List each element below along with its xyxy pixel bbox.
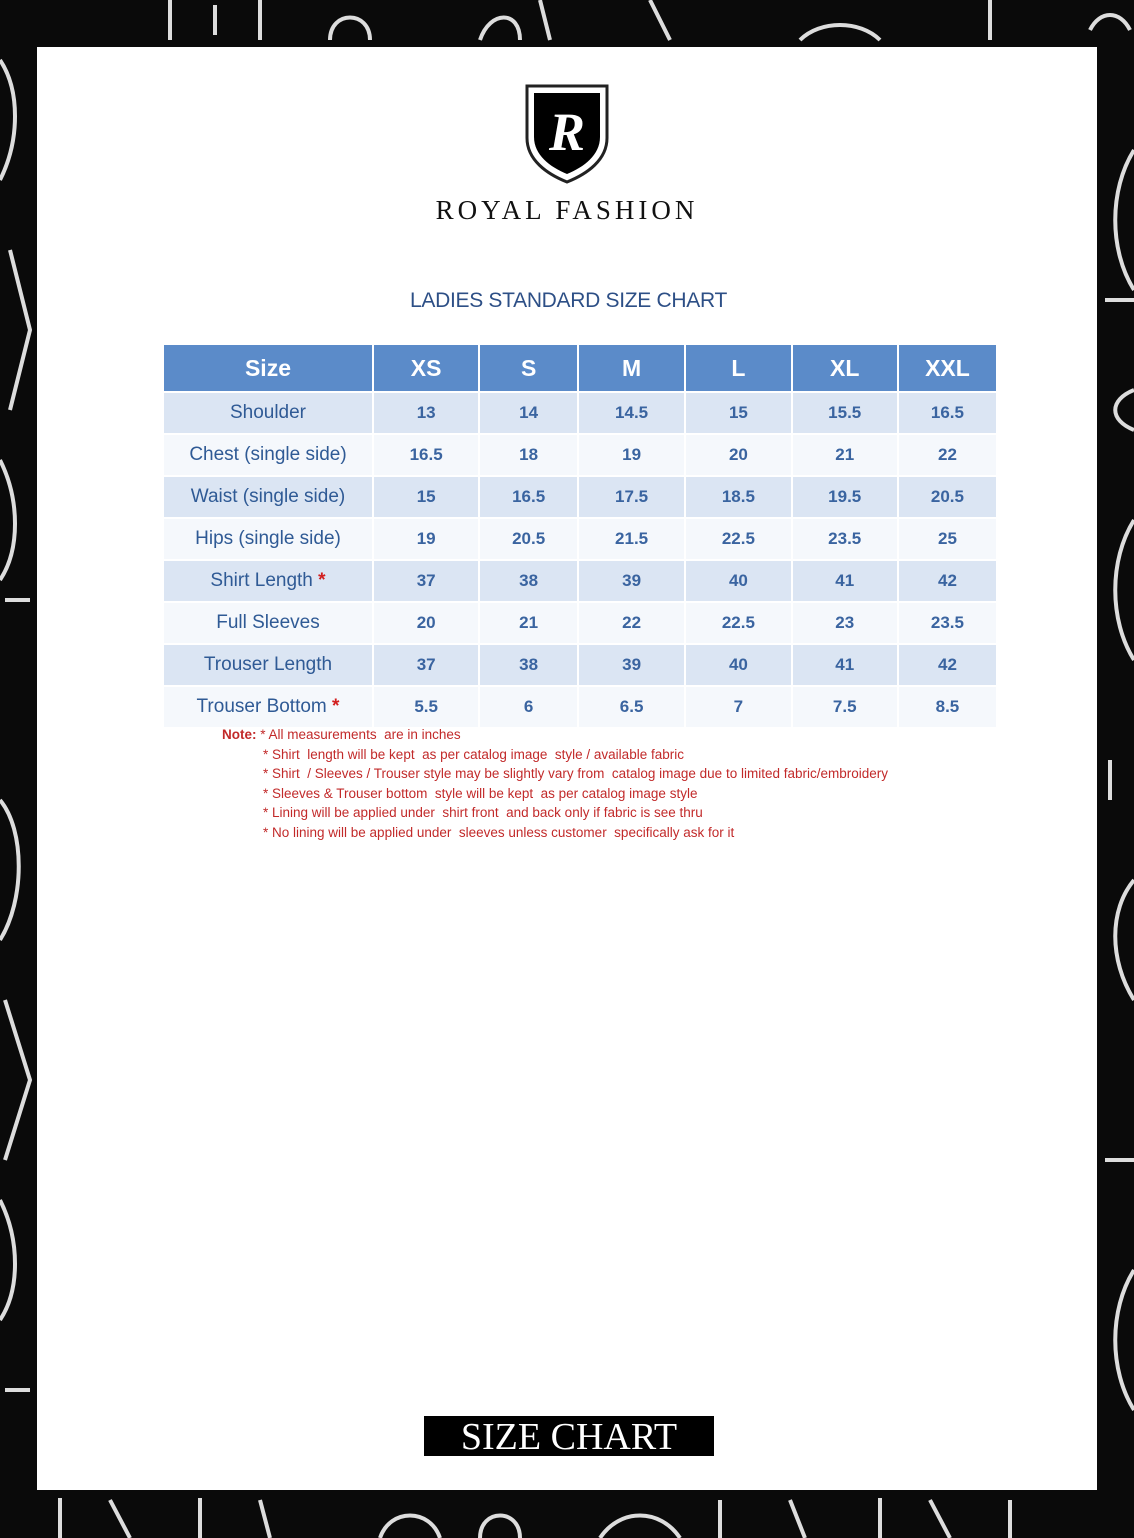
measurement-cell: 17.5 [578, 477, 685, 517]
notes: Note: * All measurements are in inches * … [222, 725, 888, 843]
column-header: S [480, 345, 577, 391]
measurement-cell: 14.5 [578, 393, 685, 433]
table-row: Hips (single side) 19 20.5 21.5 22.5 23.5 25 [164, 519, 996, 559]
measurement-cell: 42 [898, 561, 996, 601]
measurement-cell: 19 [578, 435, 685, 475]
measurement-cell: 21.5 [578, 519, 685, 559]
measurement-cell: 18 [480, 435, 577, 475]
asterisk-marker: * [318, 570, 326, 591]
table-header-row: Size XS S M L XL XXL [164, 345, 996, 391]
row-label: Hips (single side) [164, 519, 372, 559]
measurement-cell: 42 [898, 645, 996, 685]
table-row: Shoulder 13 14 14.5 15 15.5 16.5 [164, 393, 996, 433]
measurement-cell: 41 [792, 645, 897, 685]
measurement-cell: 25 [898, 519, 996, 559]
measurement-cell: 40 [686, 561, 791, 601]
measurement-cell: 37 [373, 561, 479, 601]
table-row: Waist (single side) 15 16.5 17.5 18.5 19.5 20.… [164, 477, 996, 517]
asterisk-marker: * [332, 696, 340, 717]
column-header: Size [164, 345, 372, 391]
royal-fashion-shield-logo: R [525, 84, 609, 184]
row-label: Trouser Length [164, 645, 372, 685]
note-text: * All measurements are in inches [260, 727, 461, 742]
row-label: Shoulder [164, 393, 372, 433]
measurement-cell: 39 [578, 561, 685, 601]
measurement-cell: 16.5 [480, 477, 577, 517]
measurement-cell: 20.5 [480, 519, 577, 559]
measurement-cell: 15.5 [792, 393, 897, 433]
measurement-cell: 19 [373, 519, 479, 559]
measurement-cell: 8.5 [898, 687, 996, 727]
measurement-cell: 20.5 [898, 477, 996, 517]
measurement-cell: 15 [686, 393, 791, 433]
note-line: * Sleeves & Trouser bottom style will be… [263, 785, 698, 801]
column-header: XS [373, 345, 479, 391]
table-row: Chest (single side) 16.5 18 19 20 21 22 [164, 435, 996, 475]
row-label-text: Chest (single side) [189, 444, 347, 465]
measurement-cell: 21 [792, 435, 897, 475]
measurement-cell: 22 [898, 435, 996, 475]
chart-title: LADIES STANDARD SIZE CHART [410, 289, 727, 312]
measurement-cell: 5.5 [373, 687, 479, 727]
row-label-text: Waist (single side) [190, 486, 346, 507]
measurement-cell: 13 [373, 393, 479, 433]
column-header: L [686, 345, 791, 391]
column-header: XXL [898, 345, 996, 391]
measurement-cell: 20 [373, 603, 479, 643]
row-label: Waist (single side) [164, 477, 372, 517]
measurement-cell: 38 [480, 645, 577, 685]
measurement-cell: 23.5 [792, 519, 897, 559]
note-line: * No lining will be applied under sleeve… [263, 824, 735, 840]
column-header: XL [792, 345, 897, 391]
measurement-cell: 22.5 [686, 519, 791, 559]
table-row: Shirt Length * 37 38 39 40 41 42 [164, 561, 996, 601]
row-label-text: Shoulder [229, 402, 307, 423]
table-row: Trouser Bottom * 5.5 6 6.5 7 7.5 8.5 [164, 687, 996, 727]
table-row: Trouser Length 37 38 39 40 41 42 [164, 645, 996, 685]
measurement-cell: 21 [480, 603, 577, 643]
svg-text:R: R [548, 102, 585, 162]
row-label: Chest (single side) [164, 435, 372, 475]
measurement-cell: 40 [686, 645, 791, 685]
measurement-cell: 23.5 [898, 603, 996, 643]
size-chart-footer-label: SIZE CHART [424, 1416, 714, 1458]
measurement-cell: 38 [480, 561, 577, 601]
measurement-cell: 37 [373, 645, 479, 685]
row-label-text: Full Sleeves [216, 612, 320, 633]
measurement-cell: 18.5 [686, 477, 791, 517]
row-label-text: Hips (single side) [195, 528, 341, 549]
row-label: Shirt Length * [164, 561, 372, 601]
row-label: Full Sleeves [164, 603, 372, 643]
row-label-text: Trouser Length [203, 654, 333, 675]
measurement-cell: 41 [792, 561, 897, 601]
size-chart-panel: R ROYAL FASHION LADIES STANDARD SIZE CHA… [37, 47, 1097, 1490]
measurement-cell: 16.5 [373, 435, 479, 475]
note-line: * Shirt / Sleeves / Trouser style may be… [263, 766, 889, 782]
measurement-cell: 15 [373, 477, 479, 517]
row-label: Trouser Bottom * [164, 687, 372, 727]
measurement-cell: 7 [686, 687, 791, 727]
measurement-cell: 23 [792, 603, 897, 643]
measurement-cell: 20 [686, 435, 791, 475]
measurement-cell: 16.5 [898, 393, 996, 433]
measurement-cell: 22.5 [686, 603, 791, 643]
note-line: * Shirt length will be kept as per catal… [263, 746, 684, 762]
row-label-text: Shirt Length [210, 570, 319, 591]
row-label-text: Trouser Bottom [196, 696, 333, 717]
measurement-cell: 14 [480, 393, 577, 433]
brand-name: ROYAL FASHION [435, 195, 699, 225]
measurement-cell: 6.5 [578, 687, 685, 727]
note-line: * Lining will be applied under shirt fro… [263, 805, 703, 821]
table-row: Full Sleeves 20 21 22 22.5 23 23.5 [164, 603, 996, 643]
measurement-cell: 6 [480, 687, 577, 727]
measurement-cell: 22 [578, 603, 685, 643]
size-table: Size XS S M L XL XXL Shoulder 13 14 14.5 15 15.5 16.… [162, 343, 998, 729]
column-header: M [578, 345, 685, 391]
measurement-cell: 19.5 [792, 477, 897, 517]
note-label: Note: [222, 727, 257, 742]
measurement-cell: 7.5 [792, 687, 897, 727]
note-line: Note: * All measurements are in inches [222, 725, 888, 745]
measurement-cell: 39 [578, 645, 685, 685]
